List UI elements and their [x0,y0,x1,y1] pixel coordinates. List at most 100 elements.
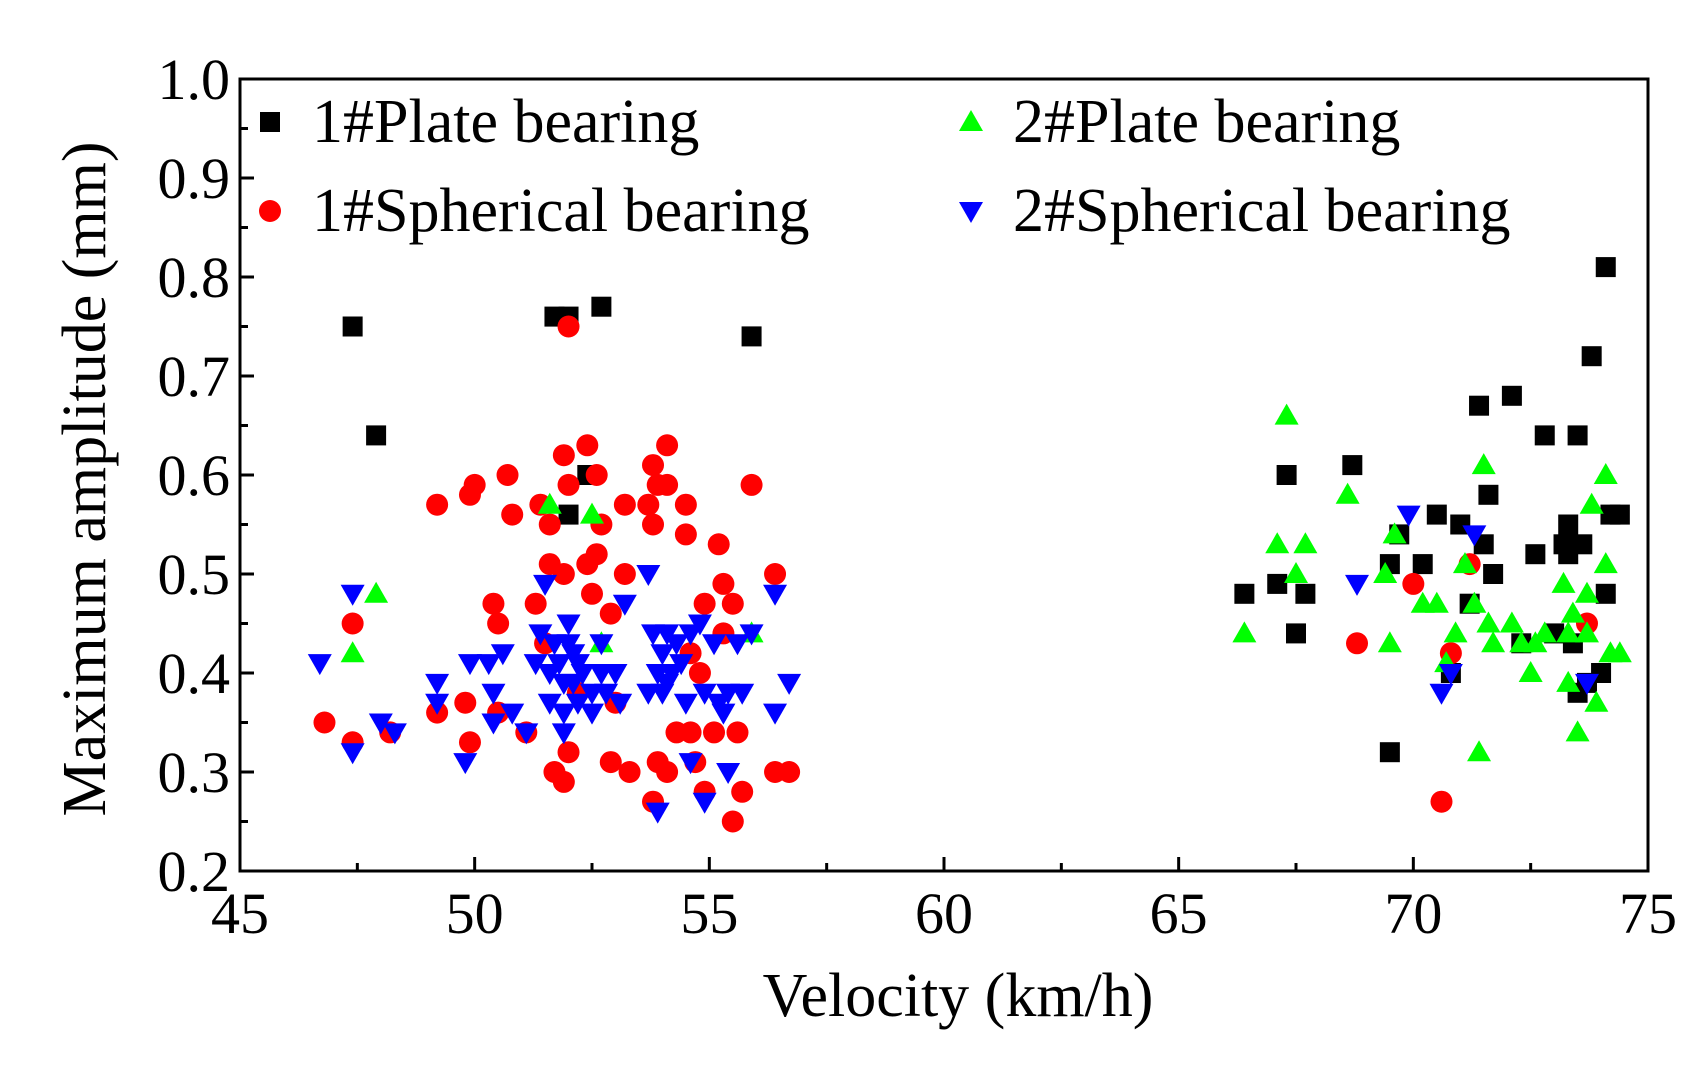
data-point [1293,532,1318,554]
data-point [594,683,619,705]
data-point [537,492,562,514]
data-point [1565,720,1590,742]
data-point [547,654,572,676]
data-point [692,683,717,705]
data-point [721,810,744,833]
data-point [382,723,407,745]
data-point [721,592,744,615]
data-point [712,572,735,595]
data-point [1473,534,1494,555]
x-tick-label: 60 [915,881,973,946]
data-point [674,493,697,516]
legend-entry: 2#Spherical bearing [959,177,1511,245]
data-point [726,721,749,744]
data-point [591,296,612,317]
data-point [674,523,697,546]
data-point [551,703,576,725]
data-point [1429,683,1454,705]
data-point [608,693,633,715]
data-point [678,753,703,775]
data-point [558,504,579,525]
data-point [1607,641,1632,663]
data-point [537,664,562,685]
data-point [581,582,603,605]
data-point [1342,455,1363,476]
data-point [1579,492,1604,514]
data-point [1402,572,1425,595]
data-point [716,763,741,784]
data-point [342,316,363,337]
data-point [576,434,599,457]
data-point [514,723,539,745]
data-point [1572,534,1593,555]
legend: 1#Plate bearing 1#Spherical bearing 2#Plat… [259,88,1511,245]
series-triangle-down [307,505,1599,824]
data-point [679,721,702,744]
x-tick-label: 75 [1619,881,1677,946]
data-point [1518,661,1543,682]
data-point [1471,453,1496,475]
data-point [1476,611,1501,633]
data-point [1525,544,1546,565]
data-point [764,563,787,585]
data-point [656,473,679,496]
data-point [1234,583,1255,604]
data-point [528,624,553,646]
data-point [454,691,477,714]
data-point [1556,621,1581,643]
data-point [1478,484,1499,505]
data-point [557,741,580,764]
data-point [1558,514,1579,535]
data-point [599,751,622,774]
data-point [463,473,486,496]
data-point [580,502,604,524]
data-point [693,592,716,615]
data-point [711,703,736,725]
data-point [1609,504,1630,525]
data-point [725,634,750,656]
data-point [500,703,525,725]
x-tick-label: 50 [446,881,504,946]
data-point [585,464,608,486]
data-point [669,654,694,676]
y-axis: 0.2 0.3 0.4 0.5 0.6 0.7 0.8 0.9 1.0 [158,47,254,904]
data-point [645,802,670,824]
data-point [688,662,711,684]
data-point [1396,505,1421,527]
data-point [313,711,336,734]
data-point [1469,395,1490,416]
y-tick-label: 0.2 [158,839,231,904]
data-point [552,444,575,467]
data-point [1232,621,1257,643]
legend-entry: 1#Spherical bearing [259,177,810,245]
x-axis-title: Velocity (km/h) [763,962,1154,1030]
data-point [1532,621,1557,643]
data-point [368,713,393,735]
legend-entry: 1#Plate bearing [260,88,699,156]
data-point [1267,573,1288,594]
data-point [692,792,717,814]
data-point [425,693,450,715]
series-triangle-up [340,403,1632,762]
data-point [557,315,580,338]
data-point [341,612,364,635]
data-point [1584,690,1609,712]
data-point [551,723,576,745]
y-tick-label: 0.3 [158,740,231,805]
data-point [613,563,636,585]
data-point [664,634,689,656]
y-tick-label: 0.9 [158,146,231,211]
data-point [687,614,712,636]
data-point [1593,552,1618,574]
data-point [612,594,637,616]
data-point [763,703,788,725]
data-point [739,624,764,646]
data-point [523,654,548,676]
data-point [1483,564,1504,584]
data-point [599,602,622,625]
data-point [533,574,558,596]
data-point [552,770,575,793]
data-point [656,761,679,783]
data-point [490,644,515,666]
